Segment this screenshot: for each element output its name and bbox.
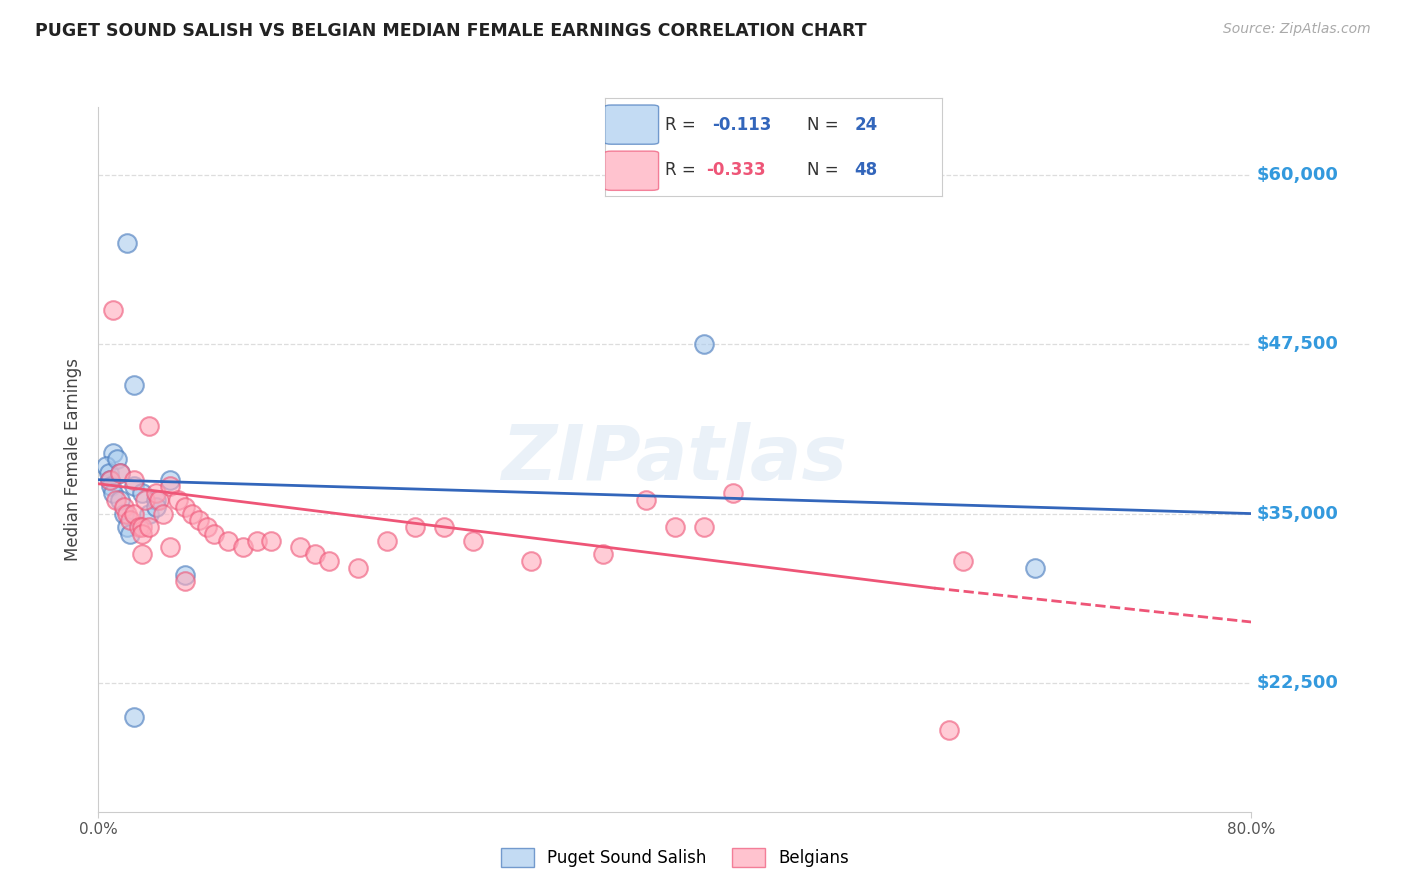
Point — [246, 533, 269, 548]
Point — [131, 520, 153, 534]
Point — [124, 473, 146, 487]
Point — [94, 459, 117, 474]
Text: R =: R = — [665, 161, 702, 178]
Point — [952, 554, 974, 568]
Point — [105, 452, 128, 467]
Text: PUGET SOUND SALISH VS BELGIAN MEDIAN FEMALE EARNINGS CORRELATION CHART: PUGET SOUND SALISH VS BELGIAN MEDIAN FEM… — [35, 22, 866, 40]
Point — [131, 527, 153, 541]
Point — [592, 547, 614, 561]
Legend: Puget Sound Salish, Belgians: Puget Sound Salish, Belgians — [494, 841, 856, 874]
Point — [145, 486, 167, 500]
Point — [97, 466, 120, 480]
Point — [290, 541, 312, 555]
Point — [693, 520, 716, 534]
Point — [148, 493, 170, 508]
Text: $22,500: $22,500 — [1257, 674, 1339, 692]
Point — [134, 493, 156, 508]
Point — [100, 479, 122, 493]
Point — [145, 500, 167, 514]
Point — [138, 520, 160, 534]
Point — [195, 520, 218, 534]
Text: -0.113: -0.113 — [713, 116, 772, 134]
Point — [938, 723, 960, 738]
Point — [174, 574, 197, 589]
Point — [124, 479, 146, 493]
Text: Source: ZipAtlas.com: Source: ZipAtlas.com — [1223, 22, 1371, 37]
Point — [128, 520, 150, 534]
Point — [159, 541, 181, 555]
Point — [120, 527, 142, 541]
FancyBboxPatch shape — [605, 151, 658, 190]
Point — [174, 567, 197, 582]
Point — [131, 486, 153, 500]
Text: N =: N = — [807, 161, 844, 178]
Point — [138, 507, 160, 521]
Point — [260, 533, 283, 548]
Text: $60,000: $60,000 — [1257, 166, 1339, 184]
Point — [124, 710, 146, 724]
Point — [101, 486, 124, 500]
Point — [117, 520, 138, 534]
Point — [124, 377, 146, 392]
Point — [405, 520, 427, 534]
Point — [159, 479, 181, 493]
Point — [101, 445, 124, 459]
Point — [1024, 561, 1046, 575]
Point — [112, 500, 135, 514]
FancyBboxPatch shape — [605, 105, 658, 145]
Point — [98, 473, 121, 487]
Point — [520, 554, 543, 568]
Point — [318, 554, 340, 568]
Point — [159, 473, 181, 487]
Point — [117, 507, 138, 521]
Point — [98, 473, 121, 487]
Point — [202, 527, 225, 541]
Point — [433, 520, 456, 534]
Point — [104, 493, 127, 508]
Text: 24: 24 — [855, 116, 877, 134]
Point — [346, 561, 368, 575]
Point — [120, 513, 142, 527]
Point — [461, 533, 484, 548]
Point — [217, 533, 239, 548]
Text: 48: 48 — [855, 161, 877, 178]
Point — [152, 507, 174, 521]
Point — [138, 418, 160, 433]
Text: R =: R = — [665, 116, 707, 134]
Text: N =: N = — [807, 116, 844, 134]
Point — [181, 507, 204, 521]
Point — [174, 500, 197, 514]
Point — [721, 486, 744, 500]
Text: $47,500: $47,500 — [1257, 335, 1339, 353]
Point — [693, 337, 716, 351]
Point — [131, 547, 153, 561]
Point — [664, 520, 686, 534]
Point — [188, 513, 211, 527]
Point — [112, 507, 135, 521]
Point — [231, 541, 254, 555]
Point — [166, 493, 188, 508]
Point — [117, 235, 138, 250]
Point — [375, 533, 398, 548]
Text: $35,000: $35,000 — [1257, 505, 1339, 523]
Point — [101, 303, 124, 318]
Point — [636, 493, 658, 508]
Text: -0.333: -0.333 — [706, 161, 765, 178]
Point — [145, 493, 167, 508]
Point — [108, 466, 131, 480]
Y-axis label: Median Female Earnings: Median Female Earnings — [65, 358, 83, 561]
Text: ZIPatlas: ZIPatlas — [502, 423, 848, 496]
Point — [304, 547, 326, 561]
Point — [108, 466, 131, 480]
Point — [108, 493, 131, 508]
Point — [124, 507, 146, 521]
